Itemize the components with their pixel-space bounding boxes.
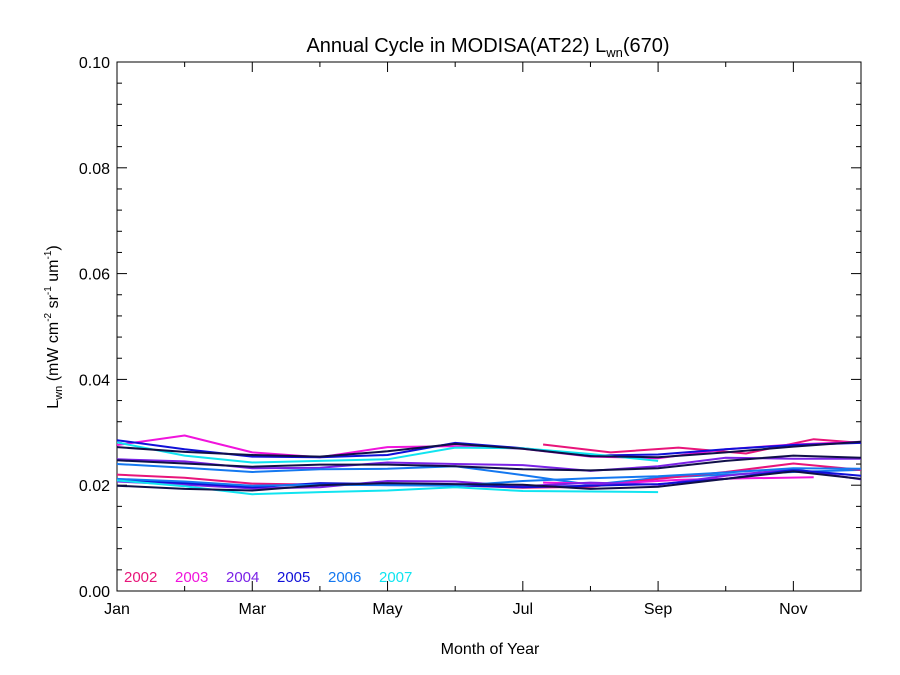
x-tick-label: Jul [513, 601, 533, 618]
series-lines [116, 434, 862, 496]
y-axis-label-units: (mW cm [45, 322, 62, 386]
y-axis-label-sup3: -1 [43, 250, 54, 259]
series-line-unlabeled-13 [116, 454, 862, 472]
y-tick-label: 0.10 [79, 55, 110, 72]
legend-item-2002: 2002 [124, 569, 157, 586]
y-axis-label-subscript: wn [53, 386, 65, 401]
chart-title-subscript: wn [605, 45, 623, 60]
legend: 2002 2003 2004 2005 2006 2007 [124, 569, 412, 586]
axis-ticks: 0.00 0.02 0.04 0.06 0.08 0.10 Jan Mar May Jul Sep N… [79, 55, 862, 618]
y-axis-label-sup2: -1 [43, 286, 54, 295]
chart-title: Annual Cycle in MODISA(AT22) Lwn(670) [306, 35, 669, 60]
series-line-unlabeled-14 [116, 470, 862, 492]
y-tick-label: 0.06 [79, 267, 110, 284]
series-line-unlabeled-12 [116, 440, 862, 459]
x-tick-label: May [372, 601, 402, 618]
y-tick-label: 0.02 [79, 478, 110, 495]
y-axis-label-main: L [45, 400, 62, 409]
plot-frame [116, 61, 862, 592]
legend-item-2005: 2005 [277, 569, 310, 586]
x-tick-label: Sep [644, 601, 673, 618]
chart-title-main: Annual Cycle in MODISA(AT22) L [306, 35, 606, 57]
y-tick-label: 0.00 [79, 584, 110, 601]
legend-item-2004: 2004 [226, 569, 259, 586]
series-line-2007 [116, 441, 659, 464]
legend-item-2006: 2006 [328, 569, 361, 586]
y-axis-label-close: ) [45, 245, 62, 250]
y-axis-label: Lwn (mW cm-2 sr-1 um-1) [43, 245, 65, 408]
legend-item-2003: 2003 [175, 569, 208, 586]
x-tick-label: Mar [238, 601, 266, 618]
legend-item-2007: 2007 [379, 569, 412, 586]
y-axis-label-sup1: -2 [43, 312, 54, 321]
y-tick-label: 0.08 [79, 161, 110, 178]
y-axis-label-sr: sr [45, 294, 62, 312]
series-line-unlabeled-10 [116, 467, 862, 487]
x-axis-label: Month of Year [441, 641, 540, 658]
y-tick-label: 0.04 [79, 372, 110, 389]
chart-title-suffix: (670) [623, 35, 670, 57]
x-tick-label: Jan [104, 601, 130, 618]
y-axis-label-um: um [45, 260, 62, 287]
x-tick-label: Nov [779, 601, 807, 618]
